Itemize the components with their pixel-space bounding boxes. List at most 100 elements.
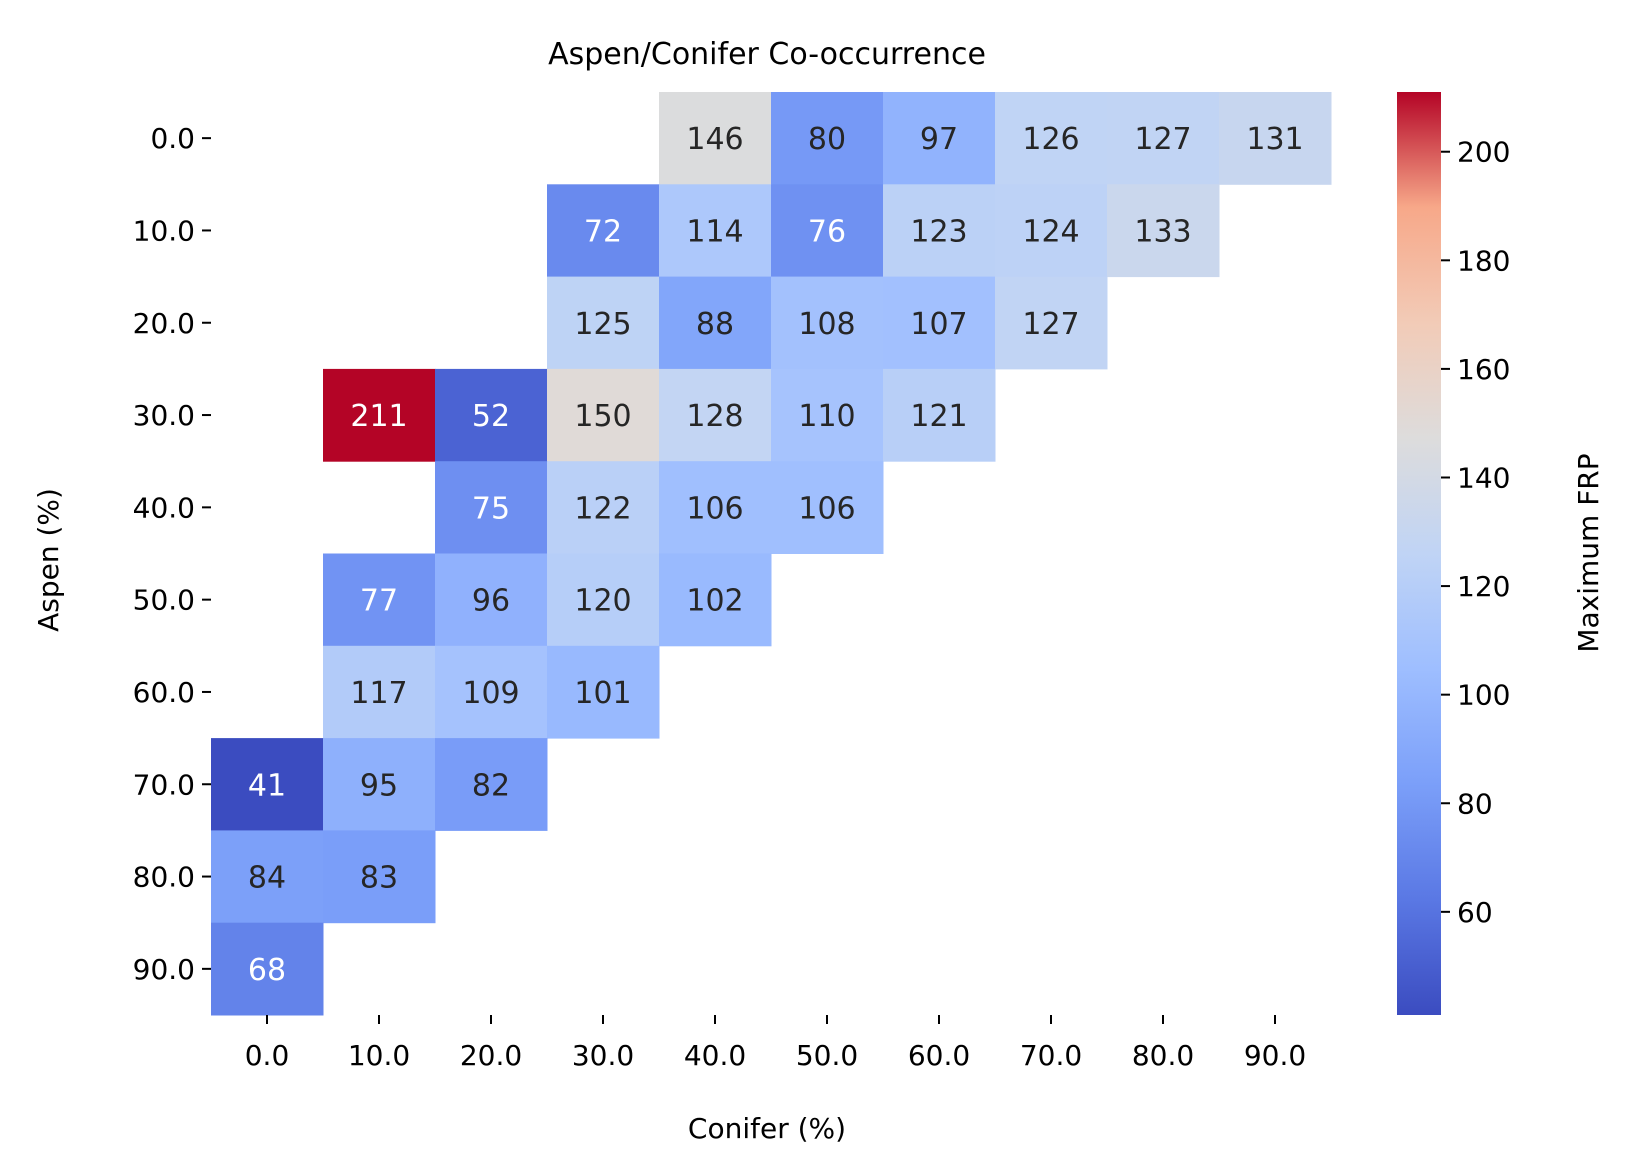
- y-axis-label: Aspen (%): [32, 488, 65, 632]
- heatmap-cells: [211, 92, 1332, 1016]
- cell-value-label: 108: [798, 307, 855, 342]
- cell-value-label: 211: [350, 399, 407, 434]
- heatmap-cell: [883, 92, 996, 185]
- cell-value-label: 126: [1022, 122, 1079, 157]
- cell-value-label: 128: [686, 399, 743, 434]
- cell-value-label: 117: [350, 676, 407, 711]
- cell-value-label: 76: [808, 214, 846, 249]
- heatmap-cell: [995, 92, 1108, 185]
- colorbar-tick-label: 60: [1457, 896, 1493, 929]
- y-tick-label: 90.0: [133, 953, 195, 986]
- x-axis-ticks: 0.0 10.0 20.0 30.0 40.0 50.0 60.0 70.0 80.0 90.0: [245, 1015, 1306, 1072]
- y-axis-ticks: 0.0 10.0 20.0 30.0 40.0 50.0 60.0 70.0 80.0 90.0: [133, 122, 211, 986]
- x-tick-label: 60.0: [908, 1039, 970, 1072]
- heatmap-cell: [547, 276, 660, 370]
- heatmap-cell: [883, 184, 996, 278]
- heatmap-cell: [211, 922, 324, 1016]
- heatmap-cell: [547, 461, 660, 554]
- heatmap-cell: [323, 368, 436, 462]
- cell-value-label: 123: [910, 214, 967, 249]
- colorbar-tick-label: 100: [1457, 679, 1510, 712]
- heatmap-cell: [659, 553, 772, 647]
- heatmap-cell: [211, 738, 324, 831]
- cell-value-label: 75: [472, 491, 510, 526]
- cell-value-label: 109: [462, 676, 519, 711]
- heatmap-cell: [211, 830, 324, 924]
- cell-value-label: 97: [920, 122, 958, 157]
- cell-value-label: 124: [1022, 214, 1079, 249]
- heatmap-cell: [323, 830, 436, 924]
- heatmap-cell: [435, 738, 548, 831]
- cell-value-label: 131: [1246, 122, 1303, 157]
- cell-value-label: 41: [248, 768, 286, 803]
- heatmap-cell: [659, 276, 772, 370]
- cell-value-label: 88: [696, 307, 734, 342]
- cell-value-label: 84: [248, 861, 286, 896]
- heatmap-cell: [435, 645, 548, 739]
- cell-value-label: 106: [686, 491, 743, 526]
- cell-value-label: 102: [686, 584, 743, 619]
- x-tick-label: 0.0: [245, 1039, 290, 1072]
- heatmap-cell: [883, 276, 996, 370]
- cell-value-label: 83: [360, 861, 398, 896]
- y-tick-label: 10.0: [133, 214, 195, 247]
- cell-value-label: 127: [1134, 122, 1191, 157]
- heatmap-cell: [547, 553, 660, 647]
- colorbar-tick-label: 140: [1457, 461, 1510, 494]
- cell-value-label: 127: [1022, 307, 1079, 342]
- x-tick-label: 80.0: [1132, 1039, 1194, 1072]
- colorbar-tick-label: 80: [1457, 787, 1493, 820]
- heatmap-cell: [659, 461, 772, 554]
- colorbar-ticks: 60 80 100 120 140 160 180 200: [1441, 136, 1510, 929]
- chart-title: Aspen/Conifer Co-occurrence: [548, 37, 986, 72]
- cell-value-label: 82: [472, 768, 510, 803]
- heatmap-cell: [995, 276, 1108, 370]
- heatmap-cell: [659, 184, 772, 278]
- heatmap-cell: [1219, 92, 1332, 185]
- heatmap-cell: [883, 368, 996, 462]
- cell-value-label: 96: [472, 584, 510, 619]
- heatmap-cell: [771, 276, 884, 370]
- cell-value-label: 107: [910, 307, 967, 342]
- colorbar-label: Maximum FRP: [1572, 453, 1605, 652]
- heatmap-cell: [435, 461, 548, 554]
- x-tick-label: 10.0: [348, 1039, 410, 1072]
- cell-value-label: 80: [808, 122, 846, 157]
- y-tick-label: 80.0: [133, 861, 195, 894]
- y-tick-label: 0.0: [150, 122, 195, 155]
- heatmap-cell: [1107, 184, 1220, 278]
- heatmap-cell: [435, 368, 548, 462]
- x-tick-label: 40.0: [684, 1039, 746, 1072]
- y-tick-label: 40.0: [133, 491, 195, 524]
- y-tick-label: 60.0: [133, 676, 195, 709]
- cell-value-label: 72: [584, 214, 622, 249]
- heatmap-cell-labels: 146 80 97 126 127 131 72 114 76 123 124 133 125 88 108…: [248, 122, 1304, 988]
- x-tick-label: 50.0: [796, 1039, 858, 1072]
- cell-value-label: 95: [360, 768, 398, 803]
- cell-value-label: 101: [574, 676, 631, 711]
- cell-value-label: 77: [360, 584, 398, 619]
- heatmap-cell: [547, 184, 660, 278]
- heatmap-cell: [323, 738, 436, 831]
- cell-value-label: 52: [472, 399, 510, 434]
- heatmap-cell: [771, 368, 884, 462]
- cell-value-label: 125: [574, 307, 631, 342]
- colorbar-tick-label: 200: [1457, 136, 1510, 169]
- cell-value-label: 150: [574, 399, 631, 434]
- heatmap-cell: [771, 92, 884, 185]
- x-tick-label: 20.0: [460, 1039, 522, 1072]
- x-axis-label: Conifer (%): [688, 1112, 846, 1145]
- x-tick-label: 90.0: [1244, 1039, 1306, 1072]
- cell-value-label: 121: [910, 399, 967, 434]
- colorbar: [1397, 92, 1441, 1015]
- cell-value-label: 120: [574, 584, 631, 619]
- heatmap-cell: [323, 645, 436, 739]
- heatmap-cell: [435, 553, 548, 647]
- heatmap-cell: [547, 368, 660, 462]
- heatmap-cell: [323, 553, 436, 647]
- x-tick-label: 30.0: [572, 1039, 634, 1072]
- y-tick-label: 70.0: [133, 768, 195, 801]
- cell-value-label: 106: [798, 491, 855, 526]
- y-tick-label: 50.0: [133, 584, 195, 617]
